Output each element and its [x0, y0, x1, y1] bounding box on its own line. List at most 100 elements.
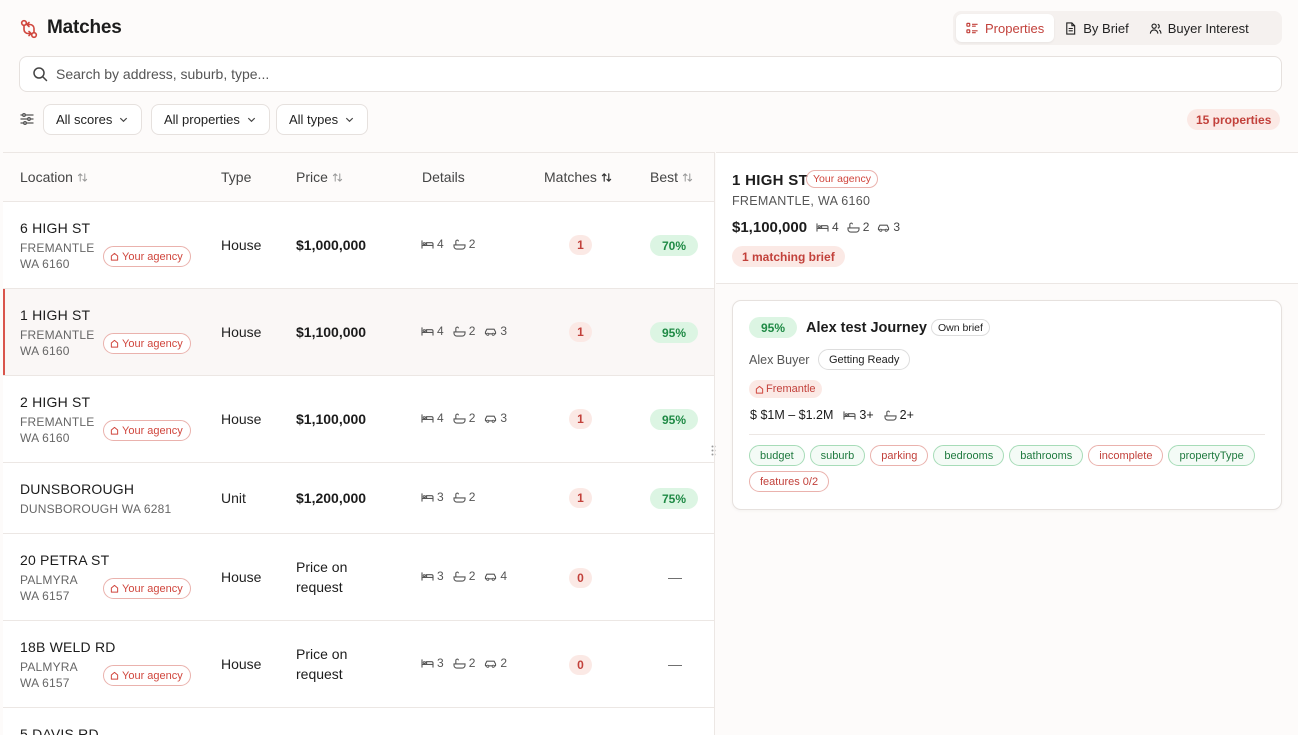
bathrooms: 2	[453, 411, 475, 425]
agency-badge: Your agency	[103, 246, 191, 267]
page-header: Matches Properties By Brief Buyer Intere…	[0, 0, 1298, 56]
tab-buyer-interest[interactable]: Buyer Interest	[1139, 14, 1259, 42]
property-type: House	[221, 569, 262, 585]
bath-icon	[884, 410, 897, 421]
property-address: 6 HIGH ST	[20, 220, 91, 236]
property-details: 3 2	[421, 490, 475, 504]
agency-badge: Your agency	[103, 665, 191, 686]
bedrooms: 4	[421, 411, 444, 425]
bathrooms-count: 2	[468, 569, 476, 583]
criteria-tag-bathrooms: bathrooms	[1009, 445, 1084, 466]
property-details: 4 2 3	[421, 411, 507, 425]
column-label: Location	[20, 169, 73, 185]
best-score-empty: —	[668, 569, 682, 585]
bath-icon	[453, 658, 466, 669]
property-price: $1,200,000	[296, 490, 367, 506]
bed-icon	[421, 239, 434, 250]
tab-properties[interactable]: Properties	[956, 14, 1055, 42]
bath-icon	[453, 413, 466, 424]
bathrooms: 2	[453, 324, 475, 338]
property-count-badge: 15 properties	[1187, 109, 1281, 130]
properties-filter-dropdown[interactable]: All properties	[151, 104, 270, 135]
scores-filter-label: All scores	[56, 112, 113, 127]
table-row[interactable]: 20 PETRA ST PALMYRA WA 6157 Your agency …	[3, 534, 714, 621]
search-input[interactable]	[56, 66, 1281, 82]
car-icon	[484, 658, 497, 669]
criteria-tag-incomplete: incomplete	[1088, 445, 1164, 466]
matches-count-pill: 1	[569, 235, 592, 255]
tab-buyer-interest-label: Buyer Interest	[1167, 20, 1249, 36]
view-tabs: Properties By Brief Buyer Interest	[953, 11, 1282, 45]
detail-address: 1 HIGH ST	[732, 172, 809, 189]
home-icon	[110, 339, 119, 348]
bathrooms-requirement: 2+	[884, 408, 914, 422]
column-header-location[interactable]: Location	[20, 169, 88, 185]
property-suburb: FREMANTLE	[20, 328, 95, 342]
best-score-pill: 95%	[650, 409, 698, 430]
car-icon	[484, 326, 497, 337]
property-price: $1,000,000	[296, 237, 367, 253]
bedrooms-count: 4	[437, 411, 444, 425]
detail-features: 4 2 3	[816, 220, 900, 234]
agency-label: Your agency	[122, 582, 183, 595]
column-label: Type	[221, 169, 252, 185]
bathrooms-count: 2	[862, 220, 870, 234]
bedrooms-min: 3+	[859, 408, 874, 422]
brief-name[interactable]: Alex test Journey	[806, 320, 927, 336]
criteria-tag-suburb: suburb	[809, 445, 866, 466]
property-suburb: FREMANTLE	[20, 415, 95, 429]
bedrooms-requirement: 3+	[843, 408, 874, 422]
table-row[interactable]: DUNSBOROUGH DUNSBOROUGH WA 6281 Unit $1,…	[3, 463, 714, 534]
property-details: 4 2	[421, 237, 475, 251]
bathrooms: 2	[453, 237, 475, 251]
bedrooms: 4	[421, 237, 444, 251]
tab-by-brief[interactable]: By Brief	[1054, 14, 1139, 42]
property-details: 3 2 2	[421, 656, 507, 670]
bedrooms-count: 3	[437, 490, 444, 504]
property-suburb: DUNSBOROUGH WA 6281	[20, 502, 172, 516]
car-spaces: 2	[484, 656, 507, 670]
users-icon	[1149, 22, 1162, 34]
home-icon	[110, 426, 119, 435]
home-icon	[110, 584, 119, 593]
table-row[interactable]: 6 HIGH ST FREMANTLE WA 6160 Your agency …	[3, 202, 714, 289]
types-filter-dropdown[interactable]: All types	[276, 104, 369, 135]
filter-sliders-icon[interactable]	[19, 111, 35, 127]
chevron-down-icon	[120, 117, 128, 123]
column-header-best[interactable]: Best	[650, 169, 693, 185]
scores-filter-dropdown[interactable]: All scores	[43, 104, 143, 135]
table-row-selected[interactable]: 1 HIGH ST FREMANTLE WA 6160 Your agency …	[3, 289, 714, 376]
table-row[interactable]: 5 DAVIS RD	[3, 708, 714, 735]
car-spaces: 4	[484, 569, 507, 583]
matches-count-pill: 1	[569, 322, 592, 342]
brief-card[interactable]: 95% Alex test Journey Own brief Alex Buy…	[732, 300, 1282, 510]
buyer-name: Alex Buyer	[749, 353, 810, 367]
table-row[interactable]: 18B WELD RD PALMYRA WA 6157 Your agency …	[3, 621, 714, 708]
column-header-price[interactable]: Price	[296, 169, 343, 185]
property-postcode: WA 6160	[20, 431, 70, 445]
bedrooms-count: 3	[437, 656, 444, 670]
detail-price: $1,100,000	[732, 219, 808, 236]
bed-icon	[421, 658, 434, 669]
matches-count-pill: 1	[569, 488, 592, 508]
table-row[interactable]: 2 HIGH ST FREMANTLE WA 6160 Your agency …	[3, 376, 714, 463]
car-spaces-count: 3	[500, 411, 508, 425]
car-spaces: 3	[484, 324, 507, 338]
property-detail-header: 1 HIGH ST Your agency FREMANTLE, WA 6160…	[716, 153, 1298, 284]
car-spaces: 3	[484, 411, 507, 425]
property-price: $1,100,000	[296, 411, 367, 427]
bedrooms-count: 4	[437, 324, 444, 338]
search-bar	[19, 56, 1282, 92]
price-line-2: request	[296, 666, 343, 682]
bed-icon	[421, 492, 434, 503]
property-address: 5 DAVIS RD	[20, 726, 99, 735]
best-score-pill: 95%	[650, 322, 698, 343]
car-icon	[484, 413, 497, 424]
brief-score-pill: 95%	[749, 317, 797, 338]
best-score-pill: 75%	[650, 488, 698, 509]
bedrooms-count: 4	[832, 220, 839, 234]
brief-suburb-chip: Fremantle	[749, 380, 822, 398]
column-header-matches[interactable]: Matches	[544, 169, 612, 185]
list-icon	[966, 22, 978, 33]
car-icon	[484, 571, 497, 582]
